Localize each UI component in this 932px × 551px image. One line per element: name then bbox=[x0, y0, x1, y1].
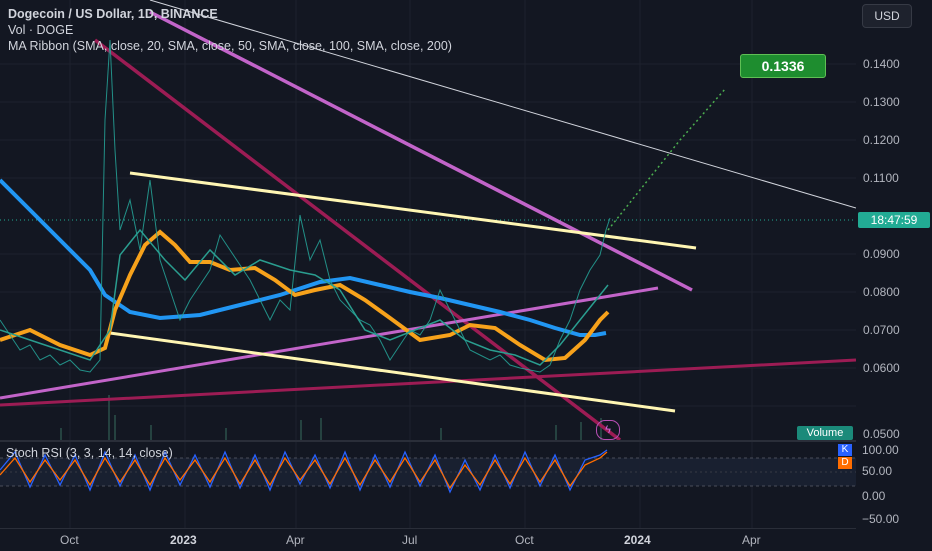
trendline-white bbox=[149, 0, 856, 209]
stoch-k-badge: K bbox=[838, 444, 852, 456]
time-axis[interactable] bbox=[0, 528, 856, 551]
time-tick: Apr bbox=[742, 533, 761, 547]
price-tick: 0.1300 bbox=[863, 95, 900, 109]
time-tick: Apr bbox=[286, 533, 305, 547]
trendline-maroon-ascending bbox=[0, 358, 856, 407]
price-candles bbox=[0, 39, 611, 373]
symbol-title[interactable]: Dogecoin / US Dollar, 1D, BINANCE bbox=[8, 7, 218, 21]
trendline-pink-ascending bbox=[0, 286, 659, 400]
price-tick: 0.0800 bbox=[863, 285, 900, 299]
ma20-line bbox=[0, 228, 609, 366]
price-tick: 0.1100 bbox=[863, 171, 899, 185]
volume-bars bbox=[60, 395, 602, 440]
price-tick: 0.0900 bbox=[863, 247, 900, 261]
volume-tag: Volume bbox=[797, 426, 853, 440]
currency-button[interactable]: USD bbox=[862, 4, 912, 28]
price-tick: 0.1400 bbox=[863, 57, 900, 71]
rsi-tick: 0.00 bbox=[862, 489, 886, 503]
ma100-line bbox=[0, 178, 607, 337]
ma50-line bbox=[0, 229, 610, 363]
stoch-d-badge: D bbox=[838, 457, 852, 469]
rsi-tick: 50.00 bbox=[862, 464, 893, 478]
price-tick: 0.1200 bbox=[863, 133, 900, 147]
projection-path bbox=[607, 87, 727, 231]
current-price-tag: 18:47:59 bbox=[858, 212, 930, 228]
stoch-d-line bbox=[0, 451, 608, 490]
trendline-maroon-descending bbox=[93, 38, 622, 442]
chart-canvas[interactable] bbox=[0, 0, 856, 528]
price-tick: 0.0600 bbox=[863, 361, 900, 375]
price-tick: 0.0500 bbox=[863, 427, 900, 441]
time-tick: Jul bbox=[402, 533, 418, 547]
price-tick: 0.0700 bbox=[863, 323, 900, 337]
time-tick: Oct bbox=[60, 533, 79, 547]
flash-icon[interactable]: ϟ bbox=[596, 420, 620, 440]
time-tick: 2024 bbox=[624, 533, 651, 547]
stoch-rsi-legend[interactable]: Stoch RSI (3, 3, 14, 14, close) bbox=[6, 446, 173, 460]
stoch-panel bbox=[0, 449, 856, 494]
rsi-tick: 100.00 bbox=[862, 443, 899, 457]
rsi-tick: −50.00 bbox=[862, 512, 900, 526]
trendline-cream-top bbox=[129, 171, 697, 250]
time-tick: Oct bbox=[515, 533, 534, 547]
ma-ribbon-legend[interactable]: MA Ribbon (SMA, close, 20, SMA, close, 5… bbox=[8, 39, 452, 53]
target-price-label[interactable]: 0.1336 bbox=[740, 54, 826, 78]
time-tick: 2023 bbox=[170, 533, 197, 547]
trendline-cream-bottom bbox=[109, 331, 676, 413]
volume-legend[interactable]: Vol · DOGE bbox=[8, 23, 74, 37]
price-axis[interactable] bbox=[856, 0, 932, 528]
trendline-pink-descending bbox=[149, 10, 693, 292]
chart-legend: Dogecoin / US Dollar, 1D, BINANCE Vol · … bbox=[8, 6, 452, 54]
